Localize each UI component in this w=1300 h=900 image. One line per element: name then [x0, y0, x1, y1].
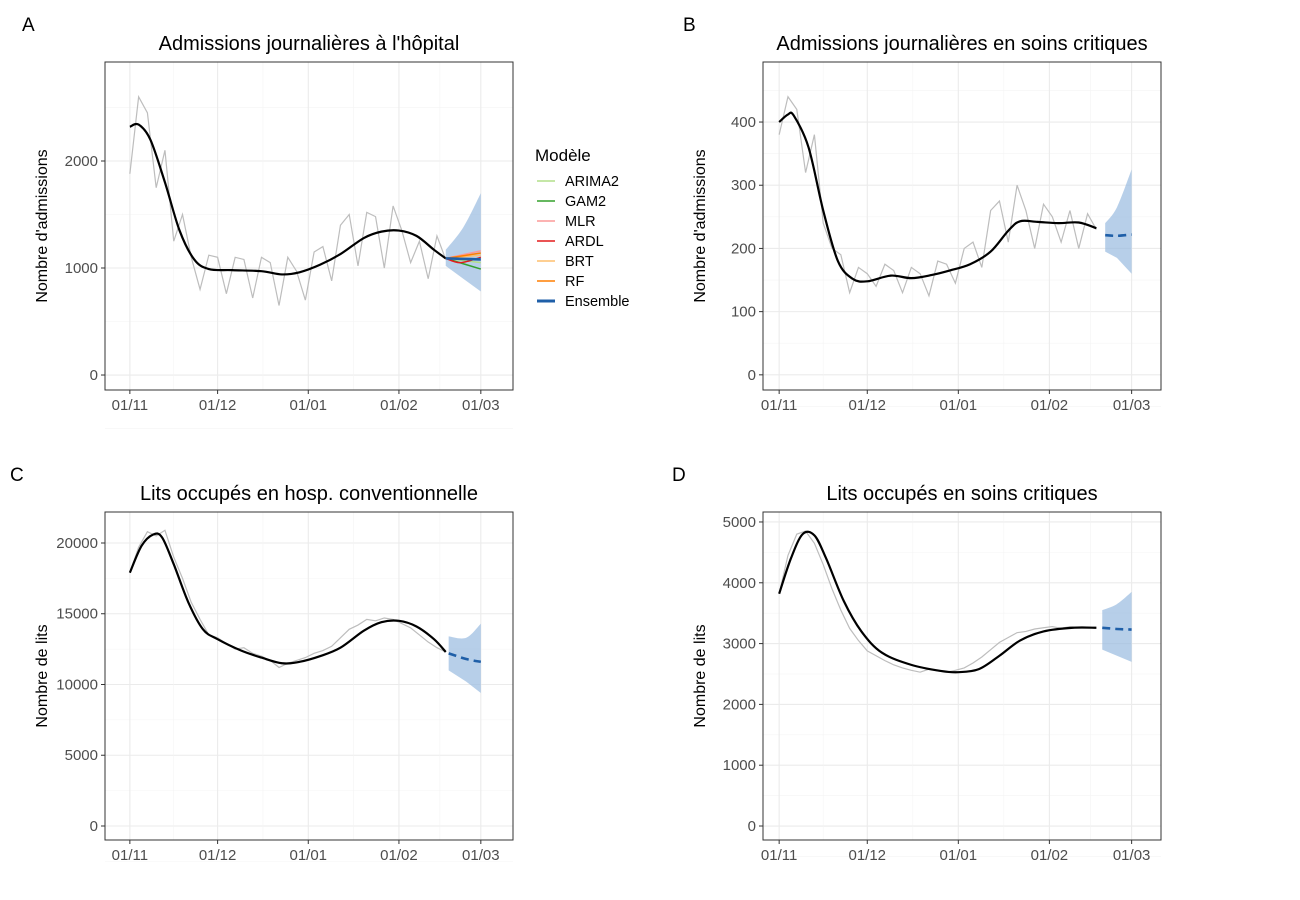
x-tick-label: 01/03 — [462, 397, 500, 414]
y-tick-label: 20000 — [56, 535, 98, 552]
x-tick-label: 01/12 — [848, 847, 886, 864]
legend-label: BRT — [565, 254, 594, 270]
panel-label-d: D — [672, 465, 686, 486]
ensemble-forecast-line — [445, 257, 481, 261]
x-tick-label: 01/11 — [761, 397, 797, 414]
x-tick-label: 01/03 — [1113, 397, 1151, 414]
x-tick-label: 01/12 — [848, 397, 886, 414]
x-tick-label: 01/11 — [112, 847, 148, 864]
y-tick-label: 5000 — [723, 514, 756, 531]
legend: Modèle ARIMA2 GAM2 MLR ARDL BRT RF Ensemble — [535, 146, 629, 310]
observed-line — [778, 95, 1097, 298]
y-axis-label: Nombre d'admissions — [692, 149, 709, 302]
y-tick-label: 2000 — [65, 153, 98, 170]
x-tick-label: 01/02 — [1031, 397, 1069, 414]
x-tick-label: 01/12 — [199, 397, 237, 414]
x-tick-label: 01/01 — [289, 847, 327, 864]
x-tick-label: 01/11 — [761, 847, 797, 864]
chart-title: Lits occupés en hosp. conventionnelle — [140, 483, 478, 505]
y-tick-label: 0 — [90, 367, 98, 384]
y-tick-label: 0 — [90, 818, 98, 835]
smoothed-trend-line — [778, 530, 1097, 674]
legend-label: Ensemble — [565, 294, 629, 310]
legend-label: MLR — [565, 214, 596, 230]
panel-label-a: A — [22, 15, 35, 36]
legend-label: ARIMA2 — [565, 174, 619, 190]
x-tick-label: 01/01 — [940, 397, 978, 414]
y-tick-label: 15000 — [56, 606, 98, 623]
legend-label: GAM2 — [565, 194, 606, 210]
legend-label: ARDL — [565, 234, 604, 250]
y-tick-label: 1000 — [65, 260, 98, 277]
x-tick-label: 01/12 — [199, 847, 237, 864]
y-tick-label: 1000 — [723, 757, 756, 774]
plot-frame — [104, 61, 514, 391]
prediction-interval-band — [445, 193, 481, 292]
y-tick-label: 5000 — [65, 747, 98, 764]
panel-d: 01/11 01/12 01/01 01/02 01/03 0 1000 2000 3000 40… — [692, 483, 1162, 864]
y-axis-label: Nombre de lits — [34, 624, 51, 727]
x-tick-label: 01/02 — [380, 397, 418, 414]
y-tick-label: 3000 — [723, 636, 756, 653]
panel-a: 01/11 01/12 01/01 01/02 01/03 0 1000 2000 Admiss… — [34, 33, 514, 429]
y-tick-label: 2000 — [723, 696, 756, 713]
x-tick-label: 01/02 — [380, 847, 418, 864]
y-tick-label: 10000 — [56, 676, 98, 693]
smoothed-trend-line — [778, 111, 1097, 283]
legend-title: Modèle — [535, 146, 591, 165]
panel-label-b: B — [683, 15, 696, 36]
plot-frame — [762, 61, 1162, 391]
y-tick-label: 300 — [731, 177, 756, 194]
chart-title: Admissions journalières en soins critiqu… — [776, 33, 1147, 55]
y-axis-label: Nombre de lits — [692, 624, 709, 727]
smoothed-trend-line — [129, 122, 447, 276]
x-tick-label: 01/02 — [1031, 847, 1069, 864]
chart-title: Admissions journalières à l'hôpital — [159, 33, 460, 55]
y-axis-label: Nombre d'admissions — [34, 149, 51, 302]
ensemble-forecast-line — [448, 652, 482, 664]
y-tick-label: 200 — [731, 240, 756, 257]
x-tick-label: 01/01 — [940, 847, 978, 864]
y-tick-label: 4000 — [723, 575, 756, 592]
y-tick-label: 400 — [731, 114, 756, 131]
panel-b: 01/11 01/12 01/01 01/02 01/03 0 100 200 300 400 Ad… — [692, 33, 1162, 414]
x-tick-label: 01/11 — [112, 397, 148, 414]
y-tick-label: 100 — [731, 304, 756, 321]
smoothed-trend-line — [128, 532, 447, 665]
panel-c: 01/11 01/12 01/01 01/02 01/03 0 5000 10000 15000… — [34, 483, 514, 864]
y-tick-label: 0 — [748, 367, 756, 384]
ensemble-forecast-line — [1105, 233, 1132, 238]
x-tick-label: 01/01 — [289, 397, 327, 414]
observed-line — [129, 94, 447, 306]
chart-title: Lits occupés en soins critiques — [826, 483, 1097, 505]
observed-line — [129, 529, 446, 669]
y-tick-label: 0 — [748, 818, 756, 835]
prediction-interval-band — [1102, 591, 1132, 662]
plot-frame — [104, 511, 514, 841]
x-tick-label: 01/03 — [1113, 847, 1151, 864]
plot-frame — [762, 511, 1162, 841]
prediction-interval-band — [1105, 169, 1132, 274]
x-tick-label: 01/03 — [462, 847, 500, 864]
legend-label: RF — [565, 274, 584, 290]
panel-label-c: C — [10, 465, 24, 486]
ensemble-forecast-line — [1102, 626, 1132, 631]
